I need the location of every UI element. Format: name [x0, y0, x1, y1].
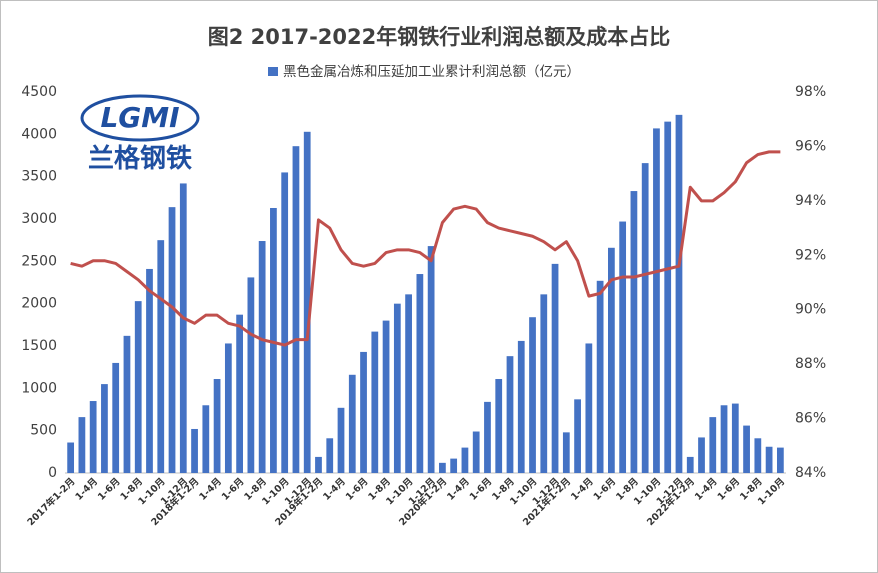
bar: [709, 417, 717, 473]
bar: [484, 401, 491, 473]
y-tick-label: 3500: [21, 169, 57, 185]
bar: [157, 240, 165, 473]
bar: [529, 317, 536, 473]
logo: LGMI 兰格钢铁: [80, 94, 200, 174]
bar: [765, 446, 773, 473]
bar: [326, 438, 334, 473]
bar: [78, 417, 86, 473]
bar: [562, 432, 570, 473]
bar: [393, 303, 401, 473]
bar: [517, 340, 525, 473]
bar: [101, 384, 108, 473]
bar: [236, 314, 243, 473]
bar: [720, 405, 728, 473]
bar: [213, 379, 221, 473]
y2-tick-label: 88%: [795, 356, 826, 372]
bar: [258, 241, 266, 473]
line: [70, 150, 781, 347]
bar: [427, 246, 435, 473]
bar: [506, 356, 514, 473]
legend-label: 黑色金属冶炼和压延加工业累计利润总额（亿元）: [283, 63, 580, 80]
bar: [89, 401, 97, 473]
y2-tick-label: 96%: [795, 138, 826, 154]
bar: [360, 351, 367, 473]
bar: [303, 131, 311, 473]
bar: [641, 163, 649, 473]
bar: [348, 374, 356, 473]
bar: [292, 146, 300, 474]
bar: [776, 447, 784, 473]
bar: [630, 191, 638, 473]
bar: [112, 362, 120, 473]
bar: [224, 343, 232, 473]
bar: [608, 247, 615, 473]
y2-tick-label: 92%: [795, 247, 826, 263]
bar: [675, 114, 683, 474]
y2-tick-label: 86%: [795, 411, 826, 427]
y2-tick-label: 98%: [795, 84, 826, 100]
bar: [371, 331, 379, 473]
bar: [551, 263, 559, 473]
bar: [653, 128, 660, 473]
y-tick-label: 2000: [21, 296, 57, 312]
y-tick-label: 1000: [21, 380, 57, 396]
bar: [382, 320, 390, 473]
bar: [754, 438, 762, 473]
bar: [574, 399, 581, 473]
bar: [146, 268, 153, 473]
y-tick-label: 0: [48, 465, 57, 481]
y-tick-label: 4000: [21, 126, 57, 142]
bar: [270, 207, 277, 473]
bar: [67, 442, 75, 473]
bar: [202, 405, 210, 473]
bar: [191, 428, 198, 473]
bar: [179, 183, 187, 473]
bar: [495, 379, 503, 473]
y2-tick-label: 84%: [795, 465, 826, 481]
bar: [472, 431, 480, 473]
logo-subtitle: 兰格钢铁: [88, 143, 192, 174]
bar: [664, 121, 672, 473]
y-tick-label: 1500: [21, 338, 57, 354]
y-tick-label: 500: [30, 423, 57, 439]
bar: [281, 172, 289, 473]
y-tick-label: 3000: [21, 211, 57, 227]
chart-title: 图2 2017-2022年钢铁行业利润总额及成本占比: [208, 25, 671, 49]
bar: [123, 335, 131, 473]
bar: [731, 403, 739, 473]
bar: [168, 207, 176, 473]
bar: [439, 462, 446, 473]
y-tick-label: 2500: [21, 253, 57, 269]
bar: [585, 343, 593, 473]
y2-tick-label: 90%: [795, 302, 826, 318]
bar: [450, 458, 458, 473]
bar: [540, 294, 548, 473]
bar: [315, 456, 322, 473]
bar: [596, 280, 604, 473]
bar: [405, 294, 412, 473]
bar: [698, 437, 705, 473]
y2-tick-label: 94%: [795, 193, 826, 209]
bar: [619, 221, 627, 473]
y-tick-label: 4500: [21, 84, 57, 100]
bar: [416, 274, 424, 473]
bar: [134, 301, 142, 473]
bar: [461, 447, 469, 473]
legend-swatch: [268, 67, 278, 76]
bar: [743, 425, 750, 473]
logo-text: LGMI: [100, 101, 179, 134]
logo-ring: [80, 94, 200, 142]
bar: [337, 407, 345, 473]
bar: [247, 277, 255, 473]
bar: [686, 456, 694, 473]
